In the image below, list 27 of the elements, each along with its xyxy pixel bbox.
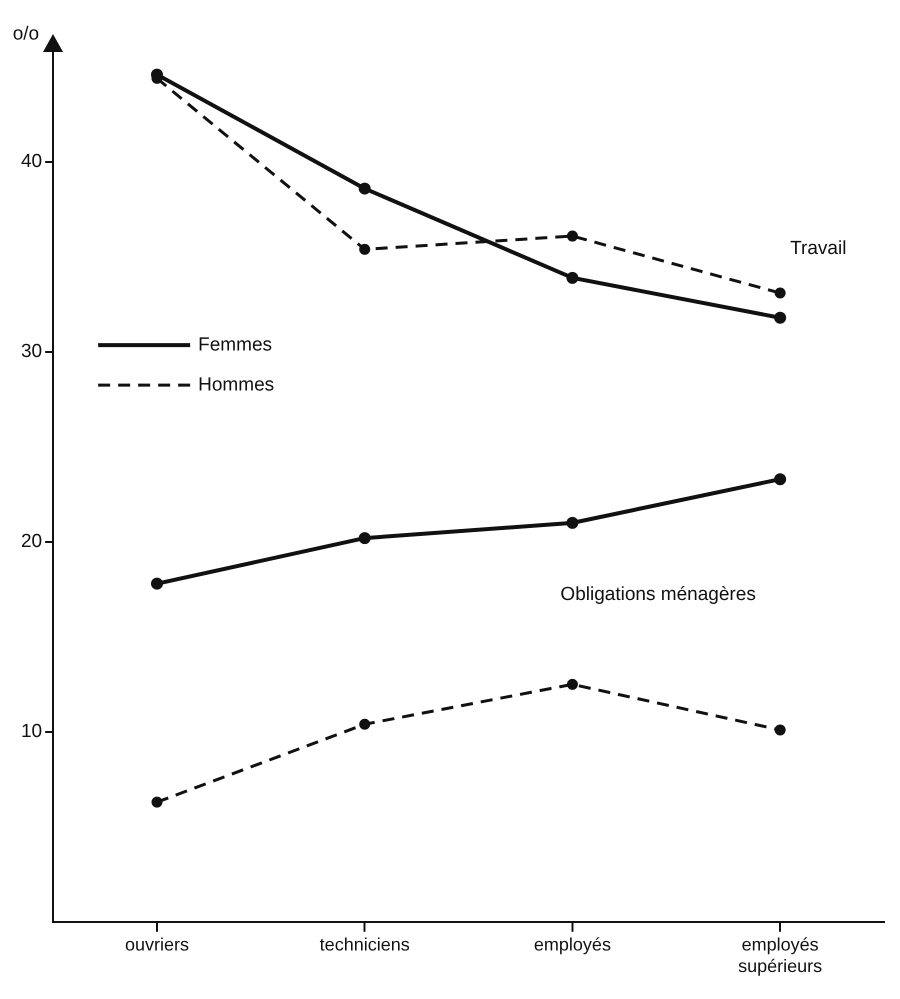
point <box>566 272 578 284</box>
point <box>774 473 786 486</box>
point <box>774 724 786 736</box>
point <box>566 516 578 529</box>
annotation: Travail <box>790 238 846 260</box>
point <box>358 532 371 544</box>
point <box>566 230 578 242</box>
point <box>359 244 370 255</box>
point <box>774 288 786 299</box>
y-axis-title: o/o <box>12 24 40 45</box>
legend-label: Hommes <box>198 374 274 396</box>
point <box>359 718 370 730</box>
point <box>774 312 786 324</box>
x-tick-label: employés supérieurs <box>738 934 822 976</box>
point <box>151 796 162 808</box>
y-tick-label: 20 <box>20 531 42 552</box>
x-tick-label: employés <box>534 934 611 955</box>
annotation: Obligations ménagères <box>560 584 756 606</box>
y-tick-label: 10 <box>20 721 42 742</box>
point <box>150 578 163 590</box>
y-tick-label: 40 <box>20 151 42 172</box>
x-tick-label: techniciens <box>320 934 410 955</box>
point <box>358 182 371 195</box>
point <box>566 678 578 690</box>
legend-label: Femmes <box>198 334 272 356</box>
y-tick-label: 30 <box>20 341 42 362</box>
x-tick-label: ouvriers <box>124 934 190 955</box>
